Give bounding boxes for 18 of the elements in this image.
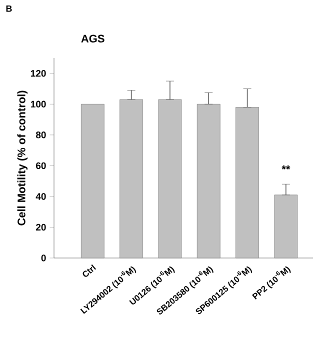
bar xyxy=(120,99,144,258)
x-tick-label: Ctrl xyxy=(82,264,96,277)
text: B xyxy=(6,6,12,12)
y-tick-label: 40 xyxy=(36,193,46,200)
y-tick-label: 0 xyxy=(41,254,46,262)
y-tick-label: 120 xyxy=(30,70,46,77)
y-tick-label: 100 xyxy=(30,100,46,108)
bar xyxy=(80,104,104,258)
bar xyxy=(196,104,220,258)
y-tick-label: 20 xyxy=(36,224,46,231)
bar xyxy=(274,194,298,258)
bar xyxy=(236,107,259,258)
chart-title: AGS xyxy=(81,34,104,43)
bar xyxy=(158,99,182,258)
y-axis-title: Cell Motility (% of control) xyxy=(17,90,28,226)
y-tick-label: 80 xyxy=(36,132,46,138)
annotation: ** xyxy=(282,165,290,170)
y-tick-label: 60 xyxy=(36,162,46,170)
